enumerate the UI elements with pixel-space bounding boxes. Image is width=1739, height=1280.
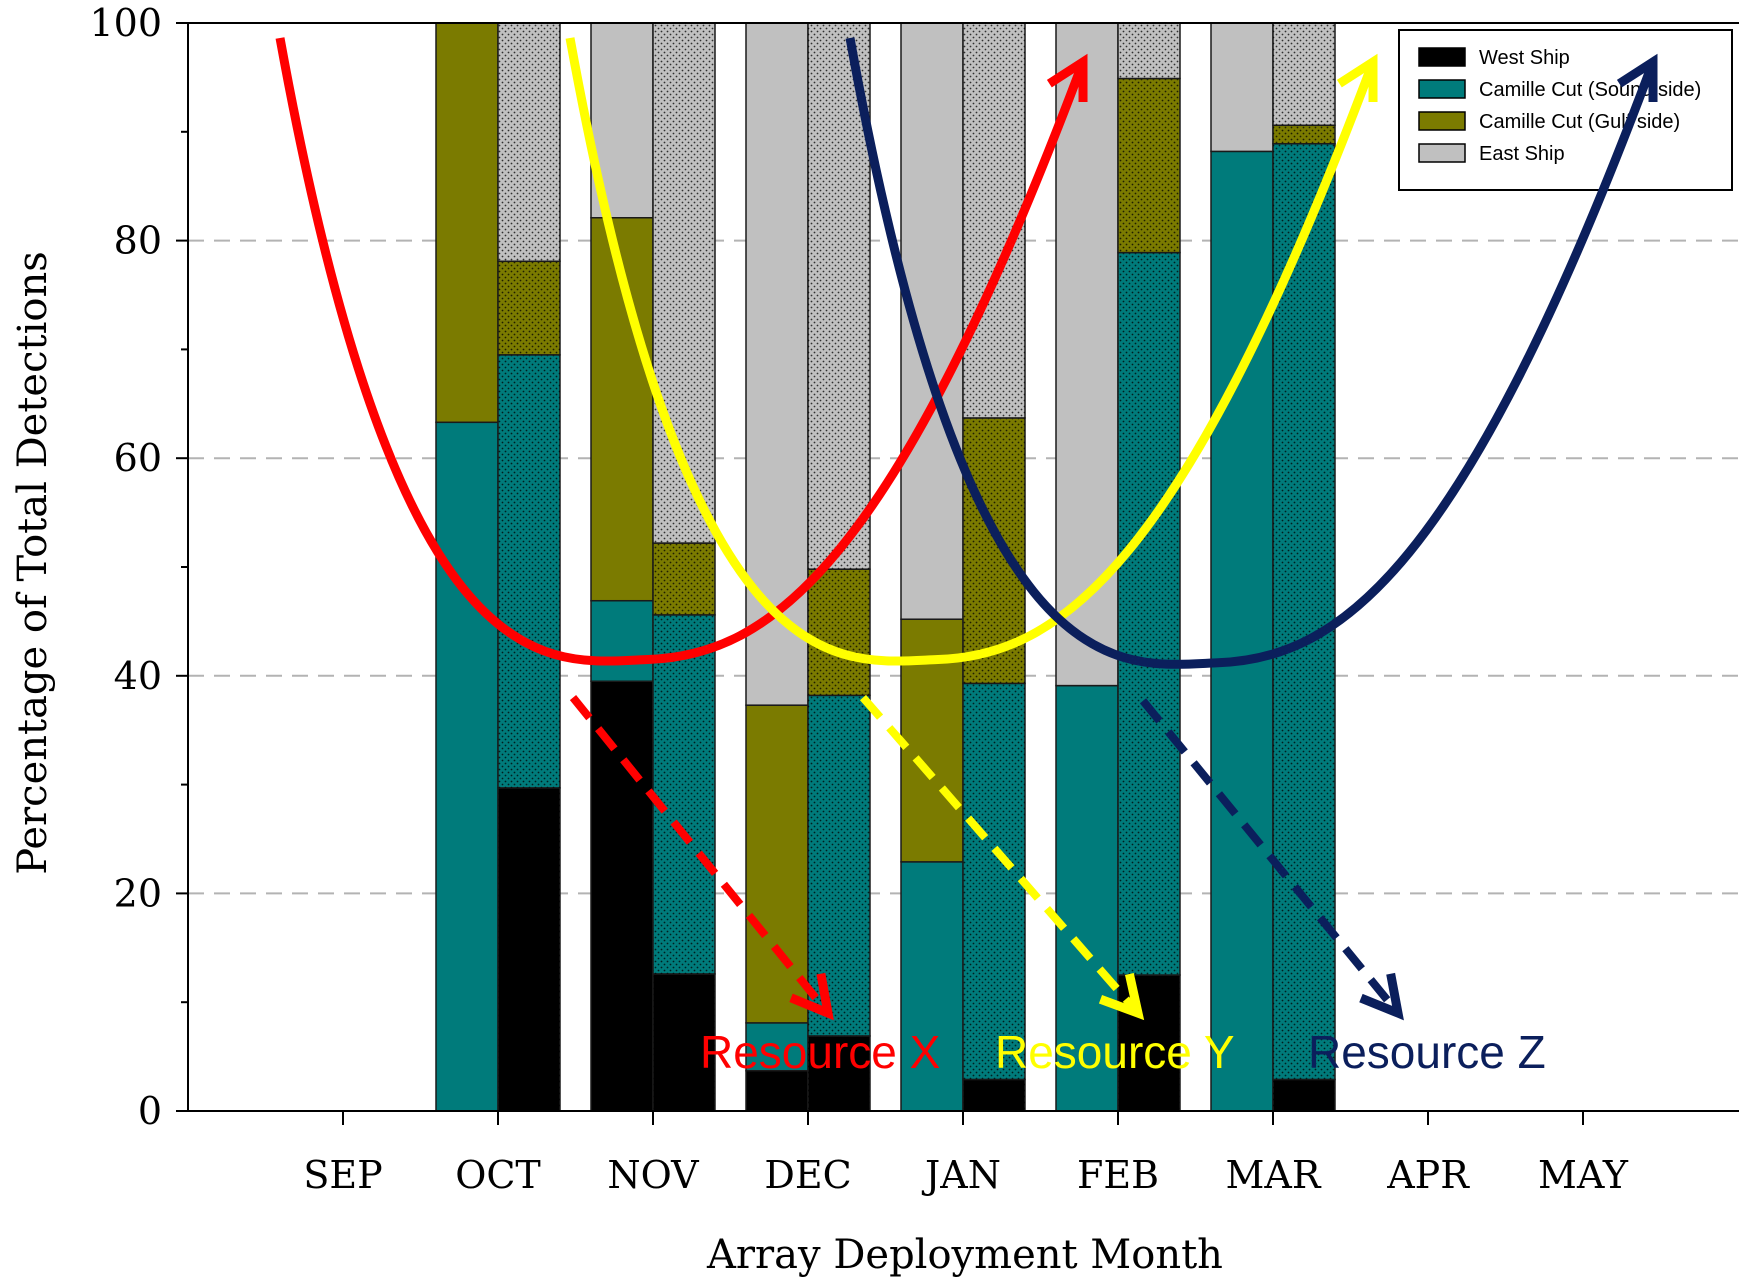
bar-segment-stipple <box>808 695 870 1036</box>
bar-segment-stipple <box>963 23 1025 418</box>
legend-label: Camille Cut (Gulf side) <box>1479 111 1680 133</box>
legend-swatch <box>1418 143 1466 163</box>
bar-segment-stipple <box>653 614 715 974</box>
x-tick-label: APR <box>1386 1153 1470 1197</box>
resource-curve <box>275 37 1088 666</box>
bar-segment-stipple <box>653 973 715 1111</box>
x-tick-label: SEP <box>303 1153 382 1197</box>
bar-segment-stipple <box>1273 125 1335 144</box>
resource-dashed-arrow <box>859 694 1142 1016</box>
bar-segment <box>435 421 499 1112</box>
bar-segment-stipple <box>1118 23 1180 79</box>
axes: 0 20 40 60 80 100 SEP OCT NOV DEC JAN FEB MAR APR MAY <box>89 1 1739 1197</box>
resource-curve <box>565 37 1378 666</box>
resource-dashed-arrowhead <box>1098 973 1145 1021</box>
bar-segment-stipple <box>1273 1079 1335 1111</box>
resource-label: Resource Z <box>1308 1026 1546 1078</box>
legend: West Ship Camille Cut (Sound side) Camille… <box>1398 29 1733 191</box>
bar-segment-stipple <box>808 1035 870 1111</box>
bar-segment-stipple <box>1118 252 1180 975</box>
x-tick-label: DEC <box>764 1153 851 1197</box>
x-tick-label: MAY <box>1538 1153 1629 1197</box>
bar-segment <box>590 680 654 1112</box>
bar-segment-stipple <box>1118 78 1180 253</box>
x-tick-label: FEB <box>1077 1153 1159 1197</box>
y-tick-label: 40 <box>114 654 162 698</box>
bar-segment <box>435 22 499 424</box>
bar-segment <box>745 704 809 1024</box>
resource-curve-arrowhead <box>1046 53 1088 103</box>
x-axis-title: Array Deployment Month <box>706 1232 1223 1278</box>
bar-segment-stipple <box>963 1079 1025 1111</box>
y-axis-title: Percentage of Total Detections <box>10 251 56 874</box>
bar-segment <box>1055 22 1119 687</box>
y-tick-label: 60 <box>114 436 162 480</box>
resource-curve-arrowhead <box>1616 53 1658 103</box>
bar-segment <box>1210 22 1274 153</box>
legend-swatch <box>1418 79 1466 99</box>
bar-segment <box>745 22 809 706</box>
y-tick-label: 20 <box>114 871 162 915</box>
resource-label: Resource Y <box>995 1026 1235 1078</box>
bar-segment-stipple <box>498 261 560 355</box>
bar-segment-stipple <box>653 543 715 615</box>
legend-swatch <box>1418 111 1466 131</box>
resource-dashed-arrow <box>1139 698 1402 1016</box>
legend-label: East Ship <box>1479 143 1565 165</box>
bar-segment-stipple <box>1273 23 1335 126</box>
legend-label: West Ship <box>1479 47 1570 69</box>
resource-dashed-arrowhead <box>789 972 834 1021</box>
bar-segment-stipple <box>498 23 560 262</box>
legend-label: Camille Cut (Sound side) <box>1479 79 1701 101</box>
x-tick-label: MAR <box>1226 1153 1322 1197</box>
x-tick-label: JAN <box>921 1153 1001 1197</box>
y-tick-label: 80 <box>114 219 162 263</box>
x-tick-label: NOV <box>607 1153 699 1197</box>
bar-segment-stipple <box>498 354 560 788</box>
x-tick-label: OCT <box>455 1153 541 1197</box>
bar-segment <box>590 599 654 682</box>
resource-annotations: Resource X Resource Y Resource Z <box>275 37 1658 1078</box>
bar-segment-stipple <box>498 787 560 1111</box>
resource-curve <box>845 37 1658 669</box>
resource-dashed-arrowhead <box>1359 972 1404 1021</box>
bar-segment-stipple <box>808 23 870 570</box>
y-tick-label: 100 <box>89 1 162 45</box>
bar-segment-stipple <box>963 683 1025 1080</box>
bar-segment <box>1210 150 1274 1112</box>
resource-label: Resource X <box>700 1026 940 1078</box>
y-tick-label: 0 <box>138 1089 162 1133</box>
bar-segment-stipple <box>808 569 870 696</box>
legend-swatch <box>1418 47 1466 67</box>
resource-curve-arrowhead <box>1336 53 1378 103</box>
resource-dashed-arrow <box>569 695 832 1016</box>
